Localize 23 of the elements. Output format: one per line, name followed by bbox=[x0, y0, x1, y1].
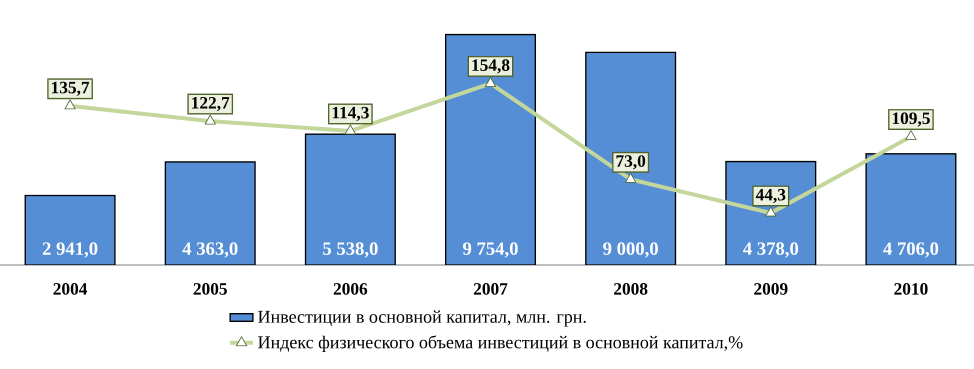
data-label: 9 754,0 bbox=[463, 242, 518, 258]
data-label: 4 363,0 bbox=[182, 242, 238, 258]
x-tick-label: 2004 bbox=[53, 283, 88, 295]
data-label: 9 000,0 bbox=[603, 242, 658, 258]
data-label: 154,8 bbox=[472, 59, 510, 74]
data-label: 44,3 bbox=[756, 188, 786, 204]
x-tick-label: 2006 bbox=[334, 283, 368, 295]
data-label: 73,0 bbox=[616, 155, 646, 170]
data-label: 109,5 bbox=[892, 112, 930, 127]
data-label: 4 706,0 bbox=[883, 242, 938, 258]
legend-label: Инвестиции в основной капитал, млн. грн. bbox=[258, 310, 586, 326]
data-label: 114,3 bbox=[332, 106, 369, 121]
legend-label: Индекс физического объема инвестиций в основной капитал,% bbox=[258, 335, 743, 352]
x-tick-label: 2007 bbox=[474, 283, 508, 295]
data-label: 122,7 bbox=[192, 96, 230, 112]
x-tick-label: 2009 bbox=[754, 283, 788, 295]
x-tick-label: 2010 bbox=[894, 283, 928, 295]
data-label: 5 538,0 bbox=[323, 242, 378, 258]
data-label: 4 378,0 bbox=[743, 242, 798, 258]
x-tick-label: 2005 bbox=[194, 283, 227, 295]
data-label: 135,7 bbox=[52, 82, 90, 96]
x-tick-label: 2008 bbox=[614, 283, 648, 295]
data-label: 2 941,0 bbox=[42, 242, 98, 258]
